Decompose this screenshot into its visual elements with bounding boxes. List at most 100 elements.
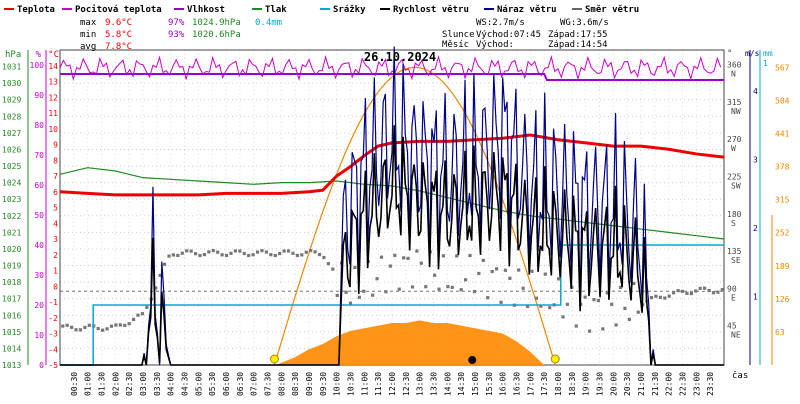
stat-row-label-max: max: [80, 18, 97, 28]
wind-direction-point: [455, 254, 459, 258]
dir-tick-name: SE: [731, 256, 741, 265]
wind-direction-point: [131, 317, 136, 322]
wind-direction-point: [627, 317, 631, 321]
dir-tick-deg: 45: [727, 322, 737, 331]
wind-direction-point: [229, 251, 233, 255]
wind-direction-point: [384, 290, 388, 294]
wind-direction-point: [680, 289, 685, 293]
wind-direction-point: [127, 322, 131, 326]
degc-tick-label: 13: [48, 78, 58, 87]
hpa-tick-label: 1021: [2, 228, 21, 237]
time-tick-label: 21:30: [651, 372, 660, 396]
wind-direction-point: [486, 296, 490, 300]
pct-tick-label: 70: [34, 151, 44, 160]
wind-direction-point: [162, 262, 167, 266]
time-tick-label: 07:30: [264, 372, 273, 396]
time-tick-label: 22:30: [679, 372, 688, 396]
legend-label-dir: Směr větru: [585, 4, 639, 15]
wind-direction-point: [176, 253, 180, 257]
hpa-tick-label: 1015: [2, 328, 21, 337]
wind-direction-point: [371, 293, 375, 297]
wind-direction-point: [207, 250, 211, 254]
pct-tick-label: 50: [34, 211, 44, 220]
stat-rain-max: 0.4mm: [255, 18, 282, 28]
wind-direction-point: [499, 300, 503, 304]
wind-direction-point: [362, 289, 366, 293]
wind-direction-point: [716, 290, 720, 294]
wind-direction-point: [78, 328, 83, 332]
degc-tick-label: 5: [53, 204, 58, 213]
degc-tick-label: -3: [48, 330, 58, 339]
hpa-tick-label: 1022: [2, 212, 21, 221]
time-tick-label: 15:30: [485, 372, 494, 396]
wind-direction-point: [295, 253, 299, 258]
legend-label-wind: Rychlost větru: [393, 4, 469, 15]
degc-tick-label: 1: [53, 267, 58, 276]
wind-direction-point: [672, 291, 676, 295]
time-tick-label: 21:00: [637, 372, 646, 396]
wind-direction-point: [410, 285, 415, 289]
wind-direction-point: [694, 289, 698, 293]
wind-direction-point: [517, 268, 521, 272]
time-tick-label: 09:00: [305, 372, 314, 396]
wind-direction-point: [185, 249, 189, 253]
wind-direction-point: [211, 249, 215, 253]
wind-direction-point: [317, 252, 322, 257]
moon-set-marker: [468, 356, 477, 364]
wind-direction-point: [238, 249, 242, 253]
wind-direction-point: [419, 261, 423, 265]
stat-row-label-avg: avg: [80, 42, 96, 52]
time-tick-label: 06:00: [222, 372, 231, 396]
time-tick-label: 16:30: [513, 372, 522, 396]
dir-tick-deg: 90: [727, 284, 737, 293]
wind-direction-point: [123, 323, 127, 328]
time-tick-label: 05:30: [208, 372, 217, 396]
wind-direction-point: [676, 289, 680, 293]
time-tick-label: 03:30: [153, 372, 162, 396]
wind-direction-point: [698, 286, 702, 290]
wind-direction-point: [105, 327, 109, 331]
wind-direction-point: [556, 277, 561, 281]
degc-tick-label: 4: [53, 219, 58, 228]
wind-direction-point: [189, 249, 193, 253]
wind-direction-point: [264, 250, 268, 254]
stat-row-label-min: min: [80, 30, 96, 40]
time-tick-label: 23:00: [692, 372, 701, 396]
wind-direction-point: [583, 295, 587, 299]
time-tick-label: 13:00: [416, 372, 425, 396]
wind-direction-point: [83, 325, 87, 330]
time-tick-label: 11:30: [374, 372, 383, 396]
ms-axis-unit: m/s: [745, 49, 760, 58]
wind-direction-point: [101, 328, 105, 332]
solar-tick-label: 63: [775, 328, 785, 337]
time-tick-label: 10:30: [347, 372, 356, 396]
pct-tick-label: 40: [34, 241, 44, 250]
time-tick-label: 17:30: [540, 372, 549, 396]
info-moon-set: Západ:14:54: [548, 40, 608, 50]
time-tick-label: 14:30: [457, 372, 466, 396]
humidity-line: [60, 73, 724, 81]
dir-tick-name: E: [731, 293, 736, 302]
wind-direction-point: [96, 327, 100, 331]
solar-tick-label: 378: [775, 163, 790, 172]
hpa-tick-label: 1020: [2, 245, 21, 254]
wind-direction-point: [623, 306, 627, 310]
dir-tick-deg: 225: [727, 172, 742, 181]
time-tick-label: 16:00: [499, 372, 508, 396]
time-tick-label: 12:00: [388, 372, 397, 396]
chart-title: 26.10.2024: [364, 50, 436, 64]
time-tick-label: 13:30: [430, 372, 439, 396]
wind-direction-point: [402, 256, 406, 260]
legend-label-temp: Teplota: [17, 5, 55, 15]
time-tick-label: 20:30: [623, 372, 632, 396]
dir-tick-name: S: [731, 219, 736, 228]
wind-direction-point: [74, 328, 78, 332]
wind-direction-point: [649, 295, 654, 300]
hpa-tick-label: 1028: [2, 112, 21, 121]
wind-direction-point: [463, 278, 468, 282]
dir-axis-unit: °: [727, 49, 732, 59]
degc-tick-label: -5: [48, 361, 58, 370]
wind-direction-point: [114, 323, 118, 327]
pct-tick-label: 100: [30, 61, 45, 70]
wind-direction-point: [145, 305, 149, 309]
